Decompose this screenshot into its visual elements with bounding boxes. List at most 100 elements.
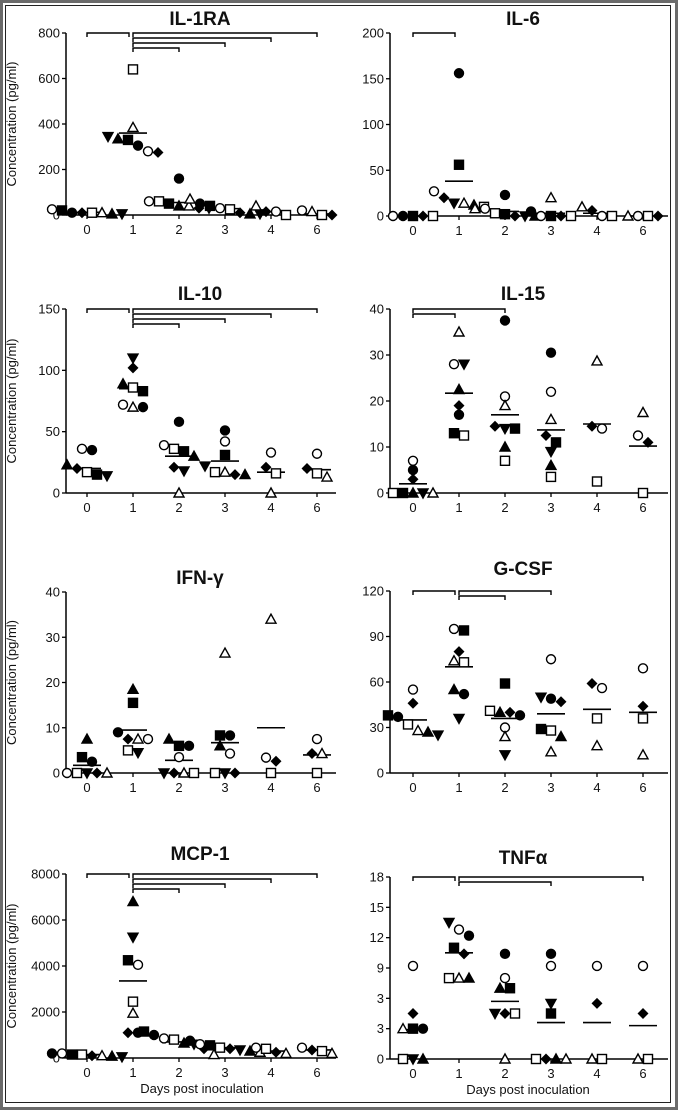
open-square-point (86, 207, 98, 218)
filled-diamond-point (229, 767, 241, 779)
filled-triangle-point (116, 377, 130, 389)
filled-down-triangle-point (416, 488, 430, 500)
y-tick-label: 0 (377, 766, 384, 781)
filled-diamond-point (168, 767, 180, 779)
filled-triangle-point (213, 739, 227, 751)
panel-il-1ra: IL-1RA 0 200 400 600 800 0 1 2 3 4 6 Concentration (… (4, 9, 338, 237)
filled-diamond-point (586, 205, 598, 216)
open-circle-point (194, 1038, 206, 1050)
y-axis-label: Concentration (pg/ml) (4, 620, 19, 745)
x-tick-label: 2 (175, 500, 182, 515)
y-tick-label: 0 (377, 1052, 384, 1067)
open-circle-point (596, 682, 608, 694)
open-triangle-point (559, 1052, 573, 1064)
y-axis-label: Concentration (pg/ml) (4, 339, 19, 464)
filled-diamond-point (229, 469, 241, 481)
y-tick-label: 90 (370, 629, 384, 644)
filled-circle-point (525, 206, 537, 217)
significance-bracket (86, 32, 130, 37)
filled-circle-point (86, 444, 98, 456)
open-circle-point (173, 751, 185, 763)
open-triangle-point (468, 202, 482, 214)
significance-bracket (132, 42, 226, 47)
filled-diamond-point (489, 420, 501, 432)
significance-bracket (132, 318, 226, 323)
filled-down-triangle-point (233, 1045, 247, 1057)
filled-down-triangle-point (177, 466, 191, 478)
filled-square-point (499, 678, 511, 689)
open-triangle-point (95, 206, 109, 218)
filled-down-triangle-point (457, 359, 471, 371)
filled-triangle-point (498, 440, 512, 452)
panel-ifn-: IFN-γ 0 10 20 30 40 0 1 2 3 4 6 Concentration (pg/ml… (4, 568, 336, 795)
x-tick-label: 6 (313, 780, 320, 795)
filled-square-point (397, 487, 409, 499)
open-square-point (642, 210, 654, 222)
x-tick-label: 2 (175, 780, 182, 795)
filled-diamond-point (326, 209, 338, 221)
open-circle-point (56, 1048, 68, 1059)
significance-bracket (458, 876, 644, 881)
open-square-point (545, 471, 557, 483)
filled-circle-point (184, 1035, 196, 1046)
x-tick-label: 6 (313, 222, 320, 237)
filled-down-triangle-point (157, 768, 171, 780)
significance-bracket (132, 47, 180, 52)
open-square-point (214, 1042, 226, 1053)
open-circle-point (591, 960, 603, 972)
y-tick-label: 8000 (31, 867, 60, 882)
significance-bracket (412, 590, 456, 595)
y-tick-label: 0 (53, 486, 60, 501)
open-square-point (458, 657, 470, 668)
open-circle-point (596, 210, 608, 222)
filled-square-point (127, 697, 139, 709)
y-tick-label: 20 (370, 394, 384, 409)
open-triangle-point (131, 732, 145, 744)
filled-triangle-point (447, 683, 461, 695)
open-triangle-point (575, 200, 589, 212)
y-tick-label: 6000 (31, 913, 60, 928)
open-circle-point (296, 205, 308, 216)
open-circle-point (158, 439, 170, 451)
open-circle-point (499, 972, 511, 984)
filled-triangle-point (60, 458, 74, 470)
filled-diamond-point (234, 207, 246, 219)
x-tick-label: 6 (313, 1065, 320, 1080)
open-square-point (76, 1049, 88, 1060)
y-tick-label: 10 (46, 720, 60, 735)
open-square-point (209, 767, 221, 779)
filled-down-triangle-point (447, 198, 461, 210)
open-triangle-point (325, 1046, 339, 1059)
filled-square-point (407, 1023, 419, 1034)
filled-square-point (509, 423, 521, 434)
filled-diamond-point (540, 430, 552, 441)
y-tick-label: 20 (46, 675, 60, 690)
x-tick-label: 3 (221, 1065, 228, 1080)
open-square-point (489, 208, 501, 219)
filled-square-point (545, 210, 557, 222)
filled-down-triangle-point (115, 1052, 129, 1064)
filled-square-point (66, 1049, 78, 1060)
open-circle-point (142, 733, 154, 745)
x-tick-label: 4 (267, 500, 274, 515)
open-circle-point (637, 663, 649, 674)
filled-square-point (137, 385, 149, 397)
filled-down-triangle-point (115, 209, 129, 221)
open-square-point (280, 209, 292, 221)
x-tick-label: 3 (221, 222, 228, 237)
filled-diamond-point (499, 1008, 511, 1019)
x-tick-label: 2 (501, 1066, 508, 1081)
filled-diamond-point (504, 706, 516, 718)
filled-circle-point (417, 1023, 429, 1034)
y-tick-label: 12 (370, 930, 384, 945)
open-circle-point (265, 447, 277, 458)
filled-triangle-point (421, 725, 435, 737)
open-circle-point (250, 1042, 262, 1053)
filled-square-point (204, 200, 216, 212)
y-tick-label: 200 (362, 26, 384, 41)
x-tick-label: 3 (547, 223, 554, 238)
filled-triangle-point (549, 1052, 563, 1064)
open-triangle-point (172, 486, 186, 498)
filled-down-triangle-point (126, 932, 140, 944)
